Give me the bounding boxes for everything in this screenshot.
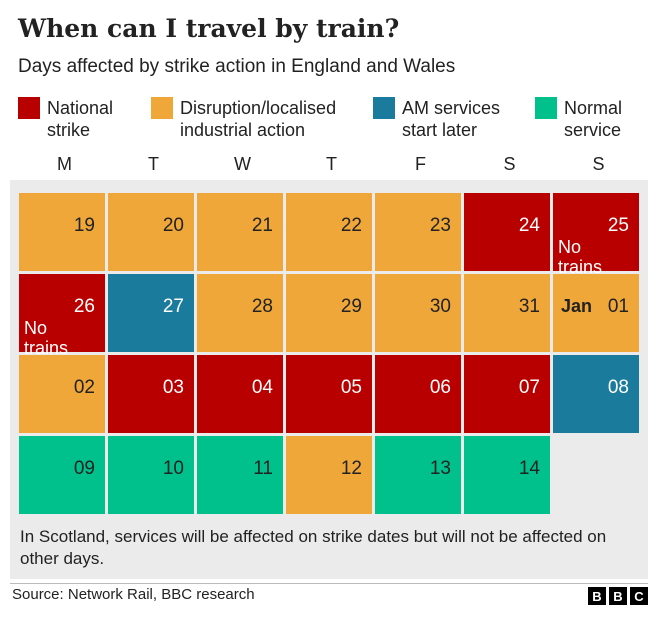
legend: National strike Disruption/localised indust… — [18, 97, 669, 147]
weekday-label: M — [57, 154, 72, 174]
day-number: 11 — [253, 458, 273, 479]
cell-note: No trains — [558, 237, 628, 277]
day-cell-13: 13 — [375, 436, 461, 514]
day-cell-23: 23 — [375, 193, 461, 271]
weekday-label: W — [234, 154, 251, 174]
day-number: 07 — [518, 377, 540, 398]
cell-note-line: No — [24, 318, 48, 338]
weekday-label: F — [415, 154, 426, 174]
legend-label-line: AM services — [402, 98, 501, 118]
day-cell-04: 04 — [197, 355, 283, 433]
day-number: 24 — [518, 215, 540, 236]
day-cell-01: Jan 01 — [553, 274, 639, 352]
day-number: 10 — [162, 458, 184, 479]
day-number: 14 — [518, 458, 540, 479]
month-label: Jan — [561, 296, 593, 316]
day-cell-25: 25 No trains — [553, 193, 639, 277]
legend-label: AM services start later — [402, 97, 500, 141]
day-number: 06 — [429, 377, 451, 398]
legend-item-normal: Normal service — [535, 97, 622, 141]
day-cell-20: 20 — [108, 193, 194, 271]
day-number: 25 — [607, 215, 629, 236]
legend-item-am: AM services start later — [373, 97, 500, 141]
legend-item-disruption: Disruption/localised industrial action — [151, 97, 336, 141]
legend-label-line: industrial action — [180, 120, 306, 140]
legend-swatch-national — [18, 97, 40, 119]
day-cell-03: 03 — [108, 355, 194, 433]
day-cell-14: 14 — [464, 436, 550, 514]
divider — [10, 583, 648, 584]
bbc-logo-letter: B — [609, 587, 627, 605]
day-number: 28 — [251, 296, 273, 317]
day-cell-07: 07 — [464, 355, 550, 433]
bbc-logo-letter: C — [630, 587, 648, 605]
cell-note-line: No — [558, 237, 582, 257]
legend-label: Disruption/localised industrial action — [180, 97, 336, 141]
day-cell-09: 09 — [19, 436, 105, 514]
day-cell-28: 28 — [197, 274, 283, 352]
day-number: 30 — [429, 296, 451, 317]
day-number: 19 — [73, 215, 95, 236]
day-cell-19: 19 — [19, 193, 105, 271]
legend-label-line: National — [47, 98, 114, 118]
weekday-label: T — [326, 154, 337, 174]
day-number: 20 — [162, 215, 184, 236]
chart-title: When can I travel by train? — [18, 14, 400, 43]
legend-label-line: Normal — [564, 98, 623, 118]
day-number: 04 — [251, 377, 273, 398]
day-cell-29: 29 — [286, 274, 372, 352]
day-cell-06: 06 — [375, 355, 461, 433]
day-cell-26: 26 No trains — [19, 274, 105, 358]
day-number: 26 — [73, 296, 95, 317]
day-number: 23 — [429, 215, 451, 236]
day-cell-27: 27 — [108, 274, 194, 352]
day-cell-11: 11 — [197, 436, 283, 514]
day-number: 29 — [340, 296, 362, 317]
day-cell-10: 10 — [108, 436, 194, 514]
weekday-label: S — [503, 154, 516, 174]
day-number: 02 — [73, 377, 95, 398]
chart-subtitle: Days affected by strike action in Englan… — [18, 56, 456, 77]
day-number: 27 — [162, 296, 184, 317]
footnote: In Scotland, services will be affected o… — [20, 527, 607, 568]
legend-swatch-disruption — [151, 97, 173, 119]
legend-swatch-am — [373, 97, 395, 119]
day-cell-31: 31 — [464, 274, 550, 352]
day-cell-02: 02 — [19, 355, 105, 433]
day-cell-08: 08 — [553, 355, 639, 433]
bbc-logo-letter: B — [588, 587, 606, 605]
weekday-label: T — [148, 154, 159, 174]
day-cell-22: 22 — [286, 193, 372, 271]
day-cell-21: 21 — [197, 193, 283, 271]
day-number: 22 — [340, 215, 362, 236]
day-number: 12 — [340, 458, 362, 479]
day-number: 31 — [518, 296, 540, 317]
day-number: 09 — [73, 458, 95, 479]
weekday-label: S — [592, 154, 605, 174]
day-number: 13 — [429, 458, 451, 479]
day-cell-12: 12 — [286, 436, 372, 514]
day-number: 03 — [162, 377, 184, 398]
day-number: 21 — [251, 215, 273, 236]
legend-label-line: Disruption/localised — [180, 98, 337, 118]
cell-note-line: trains — [558, 257, 603, 277]
day-number: 05 — [340, 377, 362, 398]
legend-label: National strike — [47, 97, 113, 141]
cell-note-line: trains — [24, 338, 69, 358]
calendar-grid: 19 20 21 22 23 24 25 No trains 26 No trains 27 28 29 30… — [10, 180, 648, 579]
legend-label-line: service — [564, 120, 622, 140]
day-number: 01 — [607, 296, 629, 317]
day-cell-30: 30 — [375, 274, 461, 352]
legend-label-line: strike — [47, 120, 91, 140]
day-cell-05: 05 — [286, 355, 372, 433]
legend-item-national: National strike — [18, 97, 113, 141]
legend-label: Normal service — [564, 97, 622, 141]
day-cell-24: 24 — [464, 193, 550, 271]
day-number: 08 — [607, 377, 629, 398]
legend-label-line: start later — [402, 120, 478, 140]
cell-note: No trains — [24, 318, 94, 358]
source-note: Source: Network Rail, BBC research — [12, 586, 255, 603]
legend-swatch-normal — [535, 97, 557, 119]
